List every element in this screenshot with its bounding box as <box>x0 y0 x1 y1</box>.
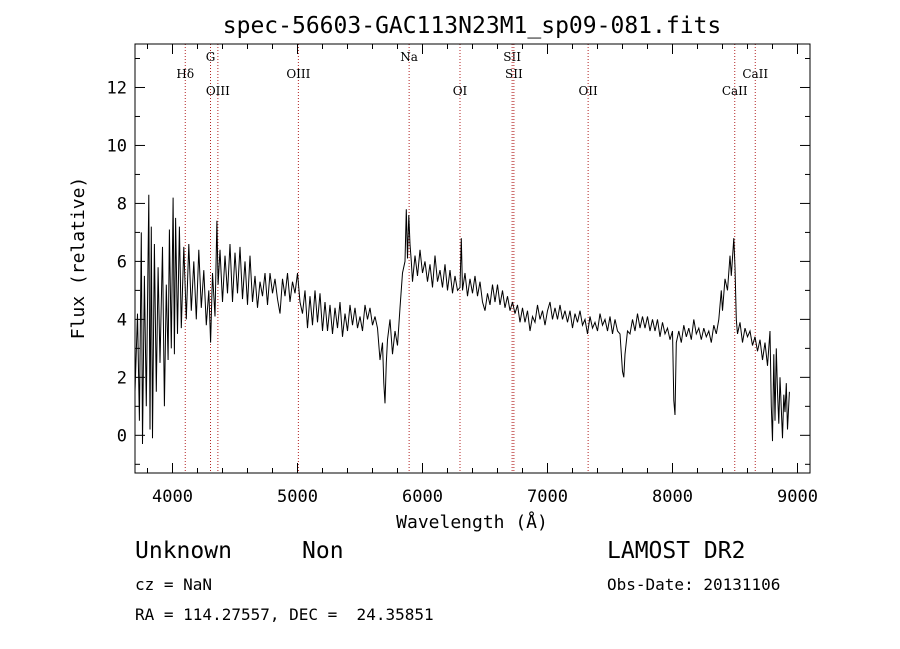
x-tick-label-0: 4000 <box>152 487 193 507</box>
spectrum-line <box>134 194 790 445</box>
plot-frame <box>134 43 811 474</box>
line-label-7: SII <box>505 67 523 81</box>
x-tick-label-5: 9000 <box>777 487 818 507</box>
object-subclass: Non <box>302 538 344 564</box>
chart-title: spec-56603-GAC113N23M1_sp09-081.fits <box>223 13 722 39</box>
y-tick-label-3: 6 <box>117 252 127 272</box>
y-tick-label-5: 10 <box>107 136 127 156</box>
y-tick-label-1: 2 <box>117 368 127 388</box>
y-tick-label-4: 8 <box>117 194 127 214</box>
y-tick-label-6: 12 <box>107 78 127 98</box>
y-axis: 0 2 4 6 8 10 12 <box>107 57 810 465</box>
line-label-5: OI <box>453 84 468 98</box>
x-axis: 4000 5000 6000 7000 8000 9000 <box>147 44 818 507</box>
coordinates: RA = 114.27557, DEC = 24.35851 <box>135 605 434 624</box>
x-tick-label-4: 8000 <box>652 487 693 507</box>
obs-date: Obs-Date: 20131106 <box>607 575 781 594</box>
x-tick-label-1: 5000 <box>277 487 318 507</box>
y-axis-label: Flux (relative) <box>68 177 89 340</box>
object-class: Unknown <box>135 538 232 564</box>
x-tick-label-2: 6000 <box>402 487 443 507</box>
line-label-4: Na <box>400 50 418 64</box>
line-label-6: SII <box>503 50 521 64</box>
y-tick-label-0: 0 <box>117 426 127 446</box>
survey-name: LAMOST DR2 <box>607 538 746 564</box>
redshift-text: cz = NaN <box>135 575 213 594</box>
x-tick-label-3: 7000 <box>527 487 568 507</box>
y-tick-label-2: 4 <box>117 310 127 330</box>
line-label-0: Hδ <box>176 67 194 81</box>
line-label-9: CaII <box>722 84 748 98</box>
x-axis-label: Wavelength (Å) <box>396 511 548 533</box>
line-label-2: OIII <box>206 84 230 98</box>
line-label-8: OII <box>578 84 598 98</box>
line-label-10: CaII <box>742 67 768 81</box>
emission-line-markers: Hδ G OIII OIII Na OI SII SII OII CaII CaII <box>176 44 768 473</box>
line-label-1: G <box>206 50 216 64</box>
line-label-3: OIII <box>286 67 310 81</box>
